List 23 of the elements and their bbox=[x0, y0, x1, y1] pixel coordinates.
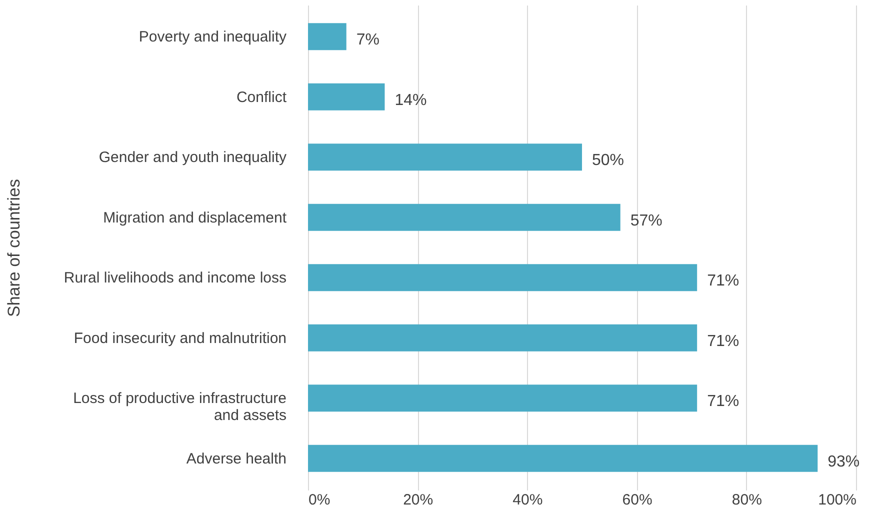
data-label: 71% bbox=[707, 393, 740, 410]
y-tick-label: Loss of productive infrastructure and assets bbox=[73, 390, 286, 424]
data-label: 93% bbox=[828, 453, 860, 470]
x-tick-label: 40% bbox=[512, 492, 543, 508]
y-tick-label: Gender and youth inequality bbox=[98, 149, 287, 166]
x-tick-label: 0% bbox=[308, 492, 330, 508]
data-label: 50% bbox=[592, 152, 624, 170]
x-tick-label: 100% bbox=[818, 492, 856, 508]
x-tick-label: 20% bbox=[403, 492, 434, 508]
y-tick-label: Migration and displacement bbox=[103, 209, 288, 226]
data-label: 7% bbox=[356, 32, 380, 49]
data-label: 71% bbox=[707, 272, 740, 290]
data-label: 14% bbox=[394, 92, 427, 109]
data-label: 57% bbox=[630, 212, 662, 230]
y-tick-label: Rural livelihoods and income loss bbox=[64, 270, 286, 287]
x-tick-label: 60% bbox=[622, 492, 652, 508]
y-tick-label: Adverse health bbox=[186, 450, 286, 468]
x-tick-label: 80% bbox=[732, 492, 762, 508]
y-tick-label: Food insecurity and malnutrition bbox=[74, 330, 286, 347]
data-label: 71% bbox=[707, 332, 740, 350]
y-tick-label: Conflict bbox=[236, 88, 288, 106]
y-tick-label: Poverty and inequality bbox=[138, 28, 287, 46]
y-axis-title: Share of countries bbox=[4, 179, 24, 317]
